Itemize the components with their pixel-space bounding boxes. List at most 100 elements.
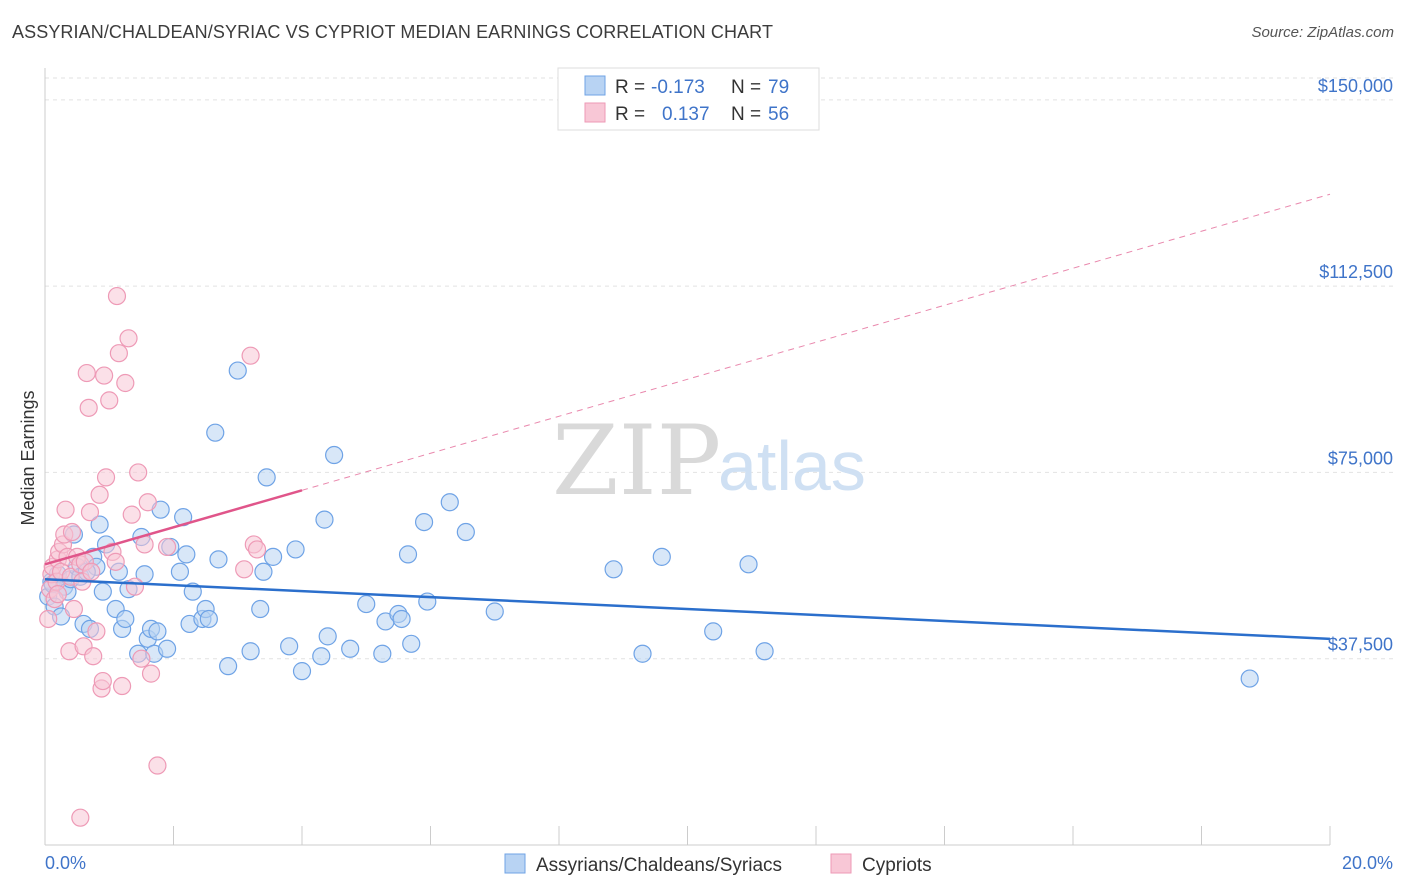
point-series-1-53 [312, 647, 331, 666]
point-series-1-73 [704, 622, 723, 641]
point-series-2-50 [71, 808, 90, 827]
point-series-1-71 [633, 644, 652, 663]
series-legend-swatch-1 [504, 853, 526, 874]
x-tick-label-0: 0.0% [45, 853, 86, 873]
point-series-2-30 [93, 671, 112, 691]
correlation-legend: R = -0.173 N = 79 R = 0.137 N = 56 [557, 67, 820, 131]
point-series-1-59 [373, 644, 392, 663]
point-series-2-55 [48, 585, 67, 604]
point-series-2-48 [157, 537, 177, 557]
point-series-2-44 [132, 649, 151, 668]
point-series-2-27 [87, 622, 106, 641]
point-series-1-64 [402, 634, 421, 653]
point-series-1-57 [341, 639, 360, 658]
point-series-2-47 [141, 664, 161, 683]
point-series-2-53 [235, 560, 254, 579]
trend-line-series-2-extension [301, 193, 1331, 491]
point-series-1-40 [199, 609, 218, 629]
point-series-1-55 [318, 627, 337, 646]
point-series-2-36 [107, 286, 127, 306]
series-legend-swatch-2 [830, 853, 852, 874]
point-series-1-15 [90, 515, 109, 534]
data-points [39, 286, 1259, 827]
point-series-1-62 [392, 609, 411, 629]
point-series-2-39 [116, 373, 135, 393]
point-series-1-72 [652, 547, 671, 566]
source-label: Source: ZipAtlas.com [1251, 24, 1394, 41]
point-series-1-58 [357, 594, 376, 614]
point-series-2-38 [112, 676, 132, 696]
point-series-1-56 [325, 445, 344, 465]
point-series-2-33 [100, 391, 119, 410]
trend-line-series-1 [44, 577, 1331, 641]
legend-n-value-2: 56 [768, 104, 789, 125]
series-legend-label-2: Cypriots [862, 855, 932, 876]
point-series-2-49 [148, 756, 167, 775]
legend-n-label-1: N = [731, 77, 761, 98]
point-series-1-21 [116, 609, 135, 629]
point-series-1-67 [440, 493, 459, 512]
point-series-2-22 [77, 363, 96, 383]
point-series-2-35 [106, 552, 125, 571]
series-legend-label-1: Assyrians/Chaldeans/Syriacs [536, 855, 782, 876]
point-series-1-63 [398, 545, 418, 564]
point-series-1-75 [755, 642, 774, 661]
point-series-2-51 [241, 346, 260, 365]
y-tick-labels: $37,500 $75,000 $112,500 $150,000 [1318, 76, 1393, 655]
point-series-1-16 [93, 582, 112, 601]
point-series-1-33 [170, 562, 190, 581]
trend-line-series-2 [44, 489, 303, 566]
watermark: ZIP atlas [552, 405, 866, 517]
chart-title: ASSYRIAN/CHALDEAN/SYRIAC VS CYPRIOT MEDI… [12, 22, 774, 42]
point-series-2-54 [247, 540, 267, 559]
point-series-2-42 [125, 577, 145, 596]
point-series-2-41 [122, 505, 141, 524]
point-series-1-45 [241, 642, 260, 661]
trend-lines [44, 193, 1331, 641]
point-series-2-46 [138, 493, 157, 512]
point-series-2-28 [90, 485, 109, 504]
y-axis-label: Median Earnings [18, 390, 38, 525]
x-tick-labels: 0.0% 20.0% [45, 853, 1393, 873]
point-series-1-47 [254, 562, 273, 581]
legend-r-label-2: R = [615, 104, 645, 125]
watermark-zip: ZIP [552, 405, 721, 517]
point-series-1-41 [206, 423, 225, 442]
legend-n-label-2: N = [731, 104, 761, 125]
point-series-2-0 [39, 609, 58, 629]
point-series-2-11 [56, 500, 75, 519]
point-series-2-15 [62, 522, 82, 542]
point-series-1-54 [315, 510, 334, 529]
legend-n-value-1: 79 [768, 77, 789, 98]
point-series-1-42 [209, 550, 228, 569]
point-series-2-26 [84, 647, 103, 666]
point-series-1-44 [228, 361, 247, 380]
y-tick-label-1: $75,000 [1328, 448, 1393, 468]
point-series-1-69 [485, 602, 504, 621]
series-legend: Assyrians/Chaldeans/Syriacs Cypriots [504, 853, 932, 876]
point-series-1-52 [292, 662, 312, 681]
point-series-1-74 [739, 555, 758, 574]
point-series-1-48 [257, 468, 276, 487]
point-series-2-37 [109, 344, 128, 363]
point-series-1-35 [177, 545, 196, 564]
point-series-2-43 [129, 463, 148, 482]
point-series-2-25 [82, 562, 101, 581]
point-series-1-50 [280, 637, 299, 656]
legend-r-value-1: -0.173 [651, 77, 705, 98]
point-series-1-31 [157, 639, 177, 658]
watermark-atlas: atlas [718, 427, 866, 505]
point-series-1-65 [414, 512, 434, 532]
y-tick-label-3: $150,000 [1318, 76, 1393, 96]
point-series-2-32 [96, 468, 116, 487]
point-series-1-76 [1240, 669, 1259, 688]
point-series-1-68 [456, 522, 475, 542]
point-series-1-43 [219, 657, 238, 676]
point-series-1-29 [148, 622, 167, 641]
point-series-1-51 [286, 540, 305, 559]
y-tick-label-2: $112,500 [1319, 262, 1393, 282]
x-tick-label-1: 20.0% [1342, 853, 1393, 873]
point-series-2-31 [95, 366, 114, 385]
axes [44, 68, 1331, 846]
